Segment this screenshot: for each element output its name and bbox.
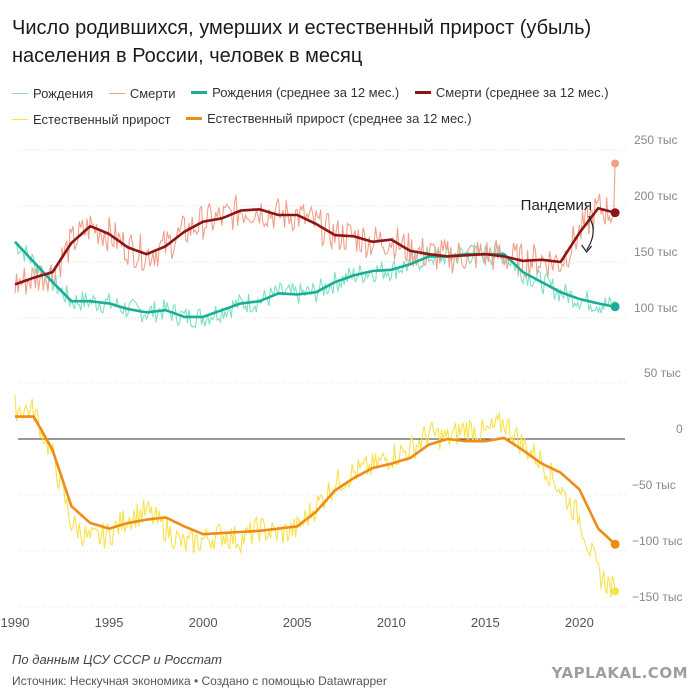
y-tick-label-top-0: 100 тыс bbox=[634, 301, 677, 315]
x-tick-label-1: 1995 bbox=[95, 615, 124, 630]
legend-swatch-deaths-avg bbox=[414, 91, 431, 94]
x-tick-label-4: 2010 bbox=[377, 615, 406, 630]
legend-label-births: Рождения bbox=[33, 86, 94, 101]
y-tick-label-bottom-2: −50 тыс bbox=[632, 478, 676, 492]
end-point-deaths-avg bbox=[610, 208, 620, 218]
legend-item-deaths: Смерти bbox=[108, 86, 176, 101]
legend-item-births: Рождения bbox=[12, 86, 93, 101]
legend-swatch-natural-growth bbox=[12, 119, 28, 120]
legend-item-deaths-avg: Смерти (среднее за 12 мес.) bbox=[414, 85, 609, 100]
x-tick-label-0: 1990 bbox=[1, 615, 30, 630]
legend-row-1: Рождения Смерти Рождения (среднее за 12 … bbox=[12, 82, 692, 101]
end-point-natural-growth-avg bbox=[610, 539, 620, 549]
series-line-deaths-avg bbox=[14, 206, 616, 286]
legend-swatch-deaths bbox=[108, 93, 125, 94]
annotation-pandemic: Пандемия bbox=[521, 197, 592, 214]
legend-swatch-births-avg bbox=[191, 91, 208, 94]
legend-label-natural-growth: Естественный прирост bbox=[33, 112, 171, 127]
x-tick-label-3: 2005 bbox=[283, 615, 312, 630]
series-line-deaths bbox=[14, 163, 616, 295]
legend-swatch-natural-growth-avg bbox=[186, 117, 203, 120]
legend-item-natural-growth: Естественный прирост bbox=[12, 112, 171, 127]
watermark-logo: YAPLAKAL.COM bbox=[551, 664, 688, 682]
series-line-natural-growth-avg bbox=[15, 415, 616, 546]
end-point-natural-growth bbox=[611, 587, 620, 596]
y-tick-label-bottom-4: −150 тыс bbox=[632, 590, 682, 604]
series-line-births bbox=[14, 241, 616, 329]
legend-label-births-avg: Рождения (среднее за 12 мес.) bbox=[212, 85, 400, 100]
y-tick-label-top-1: 150 тыс bbox=[634, 245, 677, 259]
y-tick-label-bottom-3: −100 тыс bbox=[632, 534, 682, 548]
legend-label-deaths: Смерти bbox=[129, 86, 176, 101]
x-tick-label-5: 2015 bbox=[471, 615, 500, 630]
footer-note: По данным ЦСУ СССР и Росстат bbox=[12, 652, 222, 667]
legend-item-births-avg: Рождения (среднее за 12 мес.) bbox=[191, 85, 399, 100]
y-tick-label-top-2: 200 тыс bbox=[634, 189, 677, 203]
y-tick-label-bottom-0: 50 тыс bbox=[644, 366, 681, 380]
end-point-deaths bbox=[611, 159, 620, 168]
x-tick-label-6: 2020 bbox=[565, 615, 594, 630]
annotation-arrowhead bbox=[581, 244, 593, 253]
legend-row-2: Естественный прирост Естественный прирос… bbox=[12, 108, 692, 127]
legend-item-natural-growth-avg: Естественный прирост (среднее за 12 мес.… bbox=[186, 111, 472, 126]
y-tick-label-bottom-1: 0 bbox=[676, 422, 683, 436]
y-tick-label-top-3: 250 тыс bbox=[634, 133, 677, 147]
series-line-births-avg bbox=[14, 240, 616, 319]
footer-source: Источник: Нескучная экономика • Создано … bbox=[12, 674, 387, 688]
legend-swatch-births bbox=[12, 93, 28, 94]
legend-label-deaths-avg: Смерти (среднее за 12 мес.) bbox=[435, 85, 609, 100]
legend-label-natural-growth-avg: Естественный прирост (среднее за 12 мес.… bbox=[207, 111, 472, 126]
end-point-births-avg bbox=[610, 302, 620, 312]
annotation-arrow bbox=[586, 215, 594, 251]
x-tick-label-2: 2000 bbox=[189, 615, 218, 630]
series-line-natural-growth bbox=[14, 395, 616, 598]
chart-title: Число родившихся, умерших и естественный… bbox=[12, 17, 592, 67]
